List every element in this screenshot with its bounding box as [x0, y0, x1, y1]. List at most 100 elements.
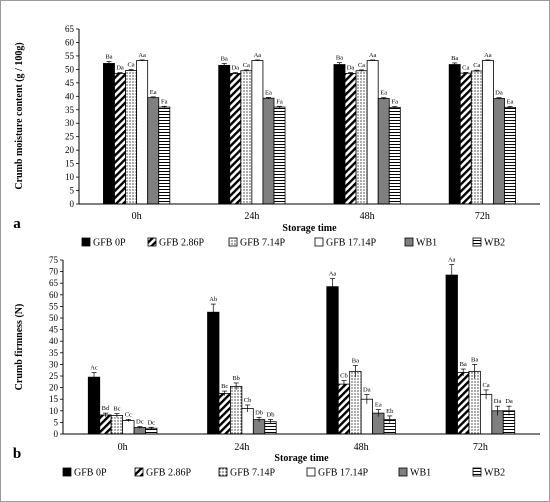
legend-swatch — [62, 467, 72, 477]
legend-label: WB1 — [410, 468, 431, 479]
panel-label: a — [13, 216, 21, 232]
y-tick-label: 30 — [65, 118, 75, 128]
y-tick-label: 50 — [65, 64, 75, 74]
legend-swatch — [147, 237, 157, 247]
bar — [333, 64, 346, 205]
legend-label: GFB 7.14P — [230, 468, 275, 479]
bar — [136, 60, 149, 205]
significance-label: Aa — [138, 52, 146, 59]
significance-label: Ca — [127, 62, 134, 69]
bar — [377, 98, 390, 205]
legend-label: GFB 2.86P — [146, 468, 191, 479]
legend-swatch — [472, 467, 482, 477]
significance-label: Bb — [232, 375, 240, 382]
bar — [349, 370, 362, 435]
y-tick-label: 20 — [49, 383, 59, 393]
significance-label: Da — [494, 398, 502, 405]
y-tick-label: 55 — [49, 301, 59, 311]
legend-swatch — [314, 237, 324, 247]
bar — [326, 286, 339, 435]
bar — [218, 64, 231, 205]
y-tick-label: 30 — [49, 359, 59, 369]
significance-label: Bd — [102, 405, 110, 412]
x-category-label: 24h — [234, 442, 249, 453]
significance-label: Ea — [380, 90, 387, 97]
significance-label: Fa — [392, 99, 399, 106]
bar — [241, 408, 254, 435]
y-tick-label: 15 — [65, 159, 75, 169]
significance-label: Fa — [276, 98, 283, 105]
significance-label: Da — [495, 90, 503, 97]
significance-label: Ba — [221, 55, 228, 62]
y-axis-title: Crumb firmness (N) — [14, 304, 25, 391]
significance-label: Ba — [460, 361, 467, 368]
significance-label: Ca — [243, 62, 250, 69]
bar — [355, 70, 368, 205]
legend-swatch — [134, 467, 144, 477]
bar — [125, 70, 138, 205]
legend-label: WB1 — [416, 238, 437, 249]
bar — [337, 383, 351, 435]
legend-swatch — [398, 467, 408, 477]
significance-label: Ca — [473, 62, 480, 69]
bar — [504, 106, 516, 205]
y-axis-title: Crumb moisture content (g / 100g) — [14, 42, 25, 189]
significance-label: Cb — [340, 373, 348, 380]
bar — [468, 370, 481, 435]
y-tick-label: 40 — [49, 336, 59, 346]
x-category-label: 24h — [244, 211, 259, 222]
y-tick-label: 10 — [49, 406, 59, 416]
y-tick-label: 15 — [49, 394, 59, 404]
significance-label: Db — [267, 411, 275, 418]
legend-label: GFB 2.86P — [159, 238, 204, 249]
x-category-label: 72h — [473, 442, 488, 453]
bar — [360, 398, 373, 435]
bar — [230, 386, 243, 435]
y-tick-label: 20 — [65, 145, 75, 155]
significance-label: Ea — [150, 89, 157, 96]
significance-label: Ea — [507, 99, 514, 106]
significance-label: Aa — [254, 52, 262, 59]
y-tick-label: 5 — [54, 417, 59, 427]
legend-swatch — [306, 467, 316, 477]
x-axis-title: Storage time — [282, 223, 337, 234]
x-category-label: 72h — [475, 211, 490, 222]
significance-label: Fa — [161, 98, 168, 105]
y-tick-label: 65 — [65, 24, 75, 34]
bar — [133, 427, 146, 435]
bar — [470, 70, 483, 205]
bar — [158, 106, 171, 205]
significance-label: Ba — [471, 356, 478, 363]
legend-label: GFB 0P — [93, 238, 126, 249]
bar — [273, 106, 286, 205]
y-tick-label: 45 — [65, 78, 75, 88]
y-tick-label: 65 — [49, 278, 59, 288]
bar — [218, 392, 231, 435]
y-tick-label: 25 — [65, 132, 75, 142]
significance-label: Ca — [482, 382, 489, 389]
significance-label: Ca — [462, 64, 469, 71]
y-tick-label: 40 — [65, 91, 75, 101]
significance-label: Ba — [336, 55, 343, 62]
legend-swatch — [228, 237, 238, 247]
bar — [103, 63, 115, 205]
significance-label: Aa — [329, 271, 337, 278]
significance-label: Ca — [358, 62, 365, 69]
significance-label: Eb — [386, 408, 393, 415]
legend-label: WB2 — [484, 238, 505, 249]
bar — [479, 394, 493, 435]
legend-swatch — [218, 467, 228, 477]
bar — [344, 73, 357, 205]
legend-label: GFB 7.14P — [240, 238, 285, 249]
significance-label: Ba — [105, 54, 112, 61]
bar — [240, 70, 253, 205]
x-category-label: 48h — [354, 442, 369, 453]
significance-label: Dc — [136, 419, 144, 426]
bar — [110, 415, 124, 435]
x-category-label: 0h — [132, 211, 142, 222]
x-category-label: 48h — [360, 211, 375, 222]
significance-label: Ea — [375, 402, 382, 409]
